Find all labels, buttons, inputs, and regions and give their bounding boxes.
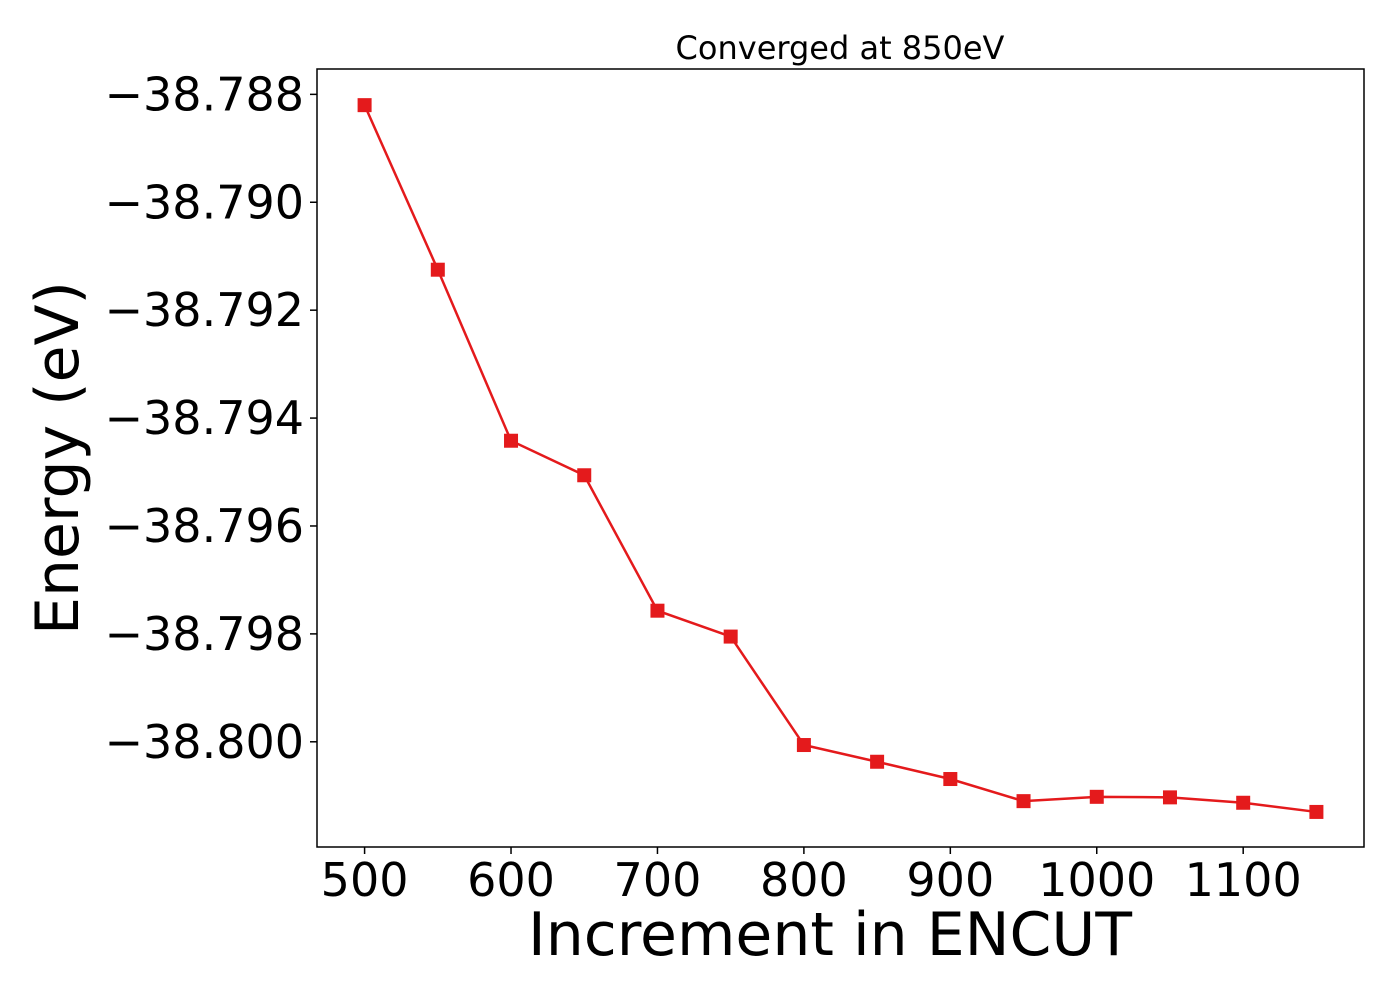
data-point-marker	[796, 738, 811, 753]
chart-title: Converged at 850eV	[676, 29, 1005, 67]
data-point-marker	[650, 603, 665, 618]
data-series	[357, 98, 1324, 819]
y-tick-label: −38.800	[105, 715, 305, 769]
data-point-marker	[504, 433, 519, 448]
x-tick-label: 1000	[1038, 853, 1155, 907]
data-point-marker	[943, 772, 958, 787]
series-line	[363, 104, 1317, 814]
y-tick-label: −38.798	[105, 607, 305, 661]
y-axis-label: Energy (eV)	[23, 281, 93, 635]
data-point-marker	[1016, 794, 1031, 809]
x-tick-label: 1100	[1185, 853, 1302, 907]
y-tick-label: −38.788	[105, 67, 305, 121]
x-axis-label: Increment in ENCUT	[528, 900, 1132, 970]
plot-frame	[316, 68, 1365, 848]
data-point-marker	[357, 98, 372, 113]
data-point-marker	[723, 629, 738, 644]
y-tick-label: −38.792	[105, 283, 305, 337]
y-tick-label: −38.794	[105, 391, 305, 445]
x-tick-label: 600	[467, 853, 555, 907]
data-point-marker	[430, 262, 445, 277]
x-tick-label: 800	[760, 853, 848, 907]
y-axis-ticks: −38.788 −38.790 −38.792 −38.794 −38.796 −38.7…	[105, 67, 317, 769]
x-tick-label: 700	[614, 853, 702, 907]
y-tick-label: −38.796	[105, 499, 305, 553]
data-point-marker	[577, 468, 592, 483]
data-point-marker	[1089, 789, 1104, 804]
data-point-marker	[1236, 795, 1251, 810]
x-tick-label: 900	[906, 853, 994, 907]
data-point-marker	[1162, 790, 1177, 805]
x-axis-ticks: 500 600 700 800 900 1000 1100	[321, 847, 1302, 907]
y-tick-label: −38.790	[105, 175, 305, 229]
x-tick-label: 500	[321, 853, 409, 907]
data-point-marker	[870, 754, 885, 769]
data-point-marker	[1309, 804, 1324, 819]
